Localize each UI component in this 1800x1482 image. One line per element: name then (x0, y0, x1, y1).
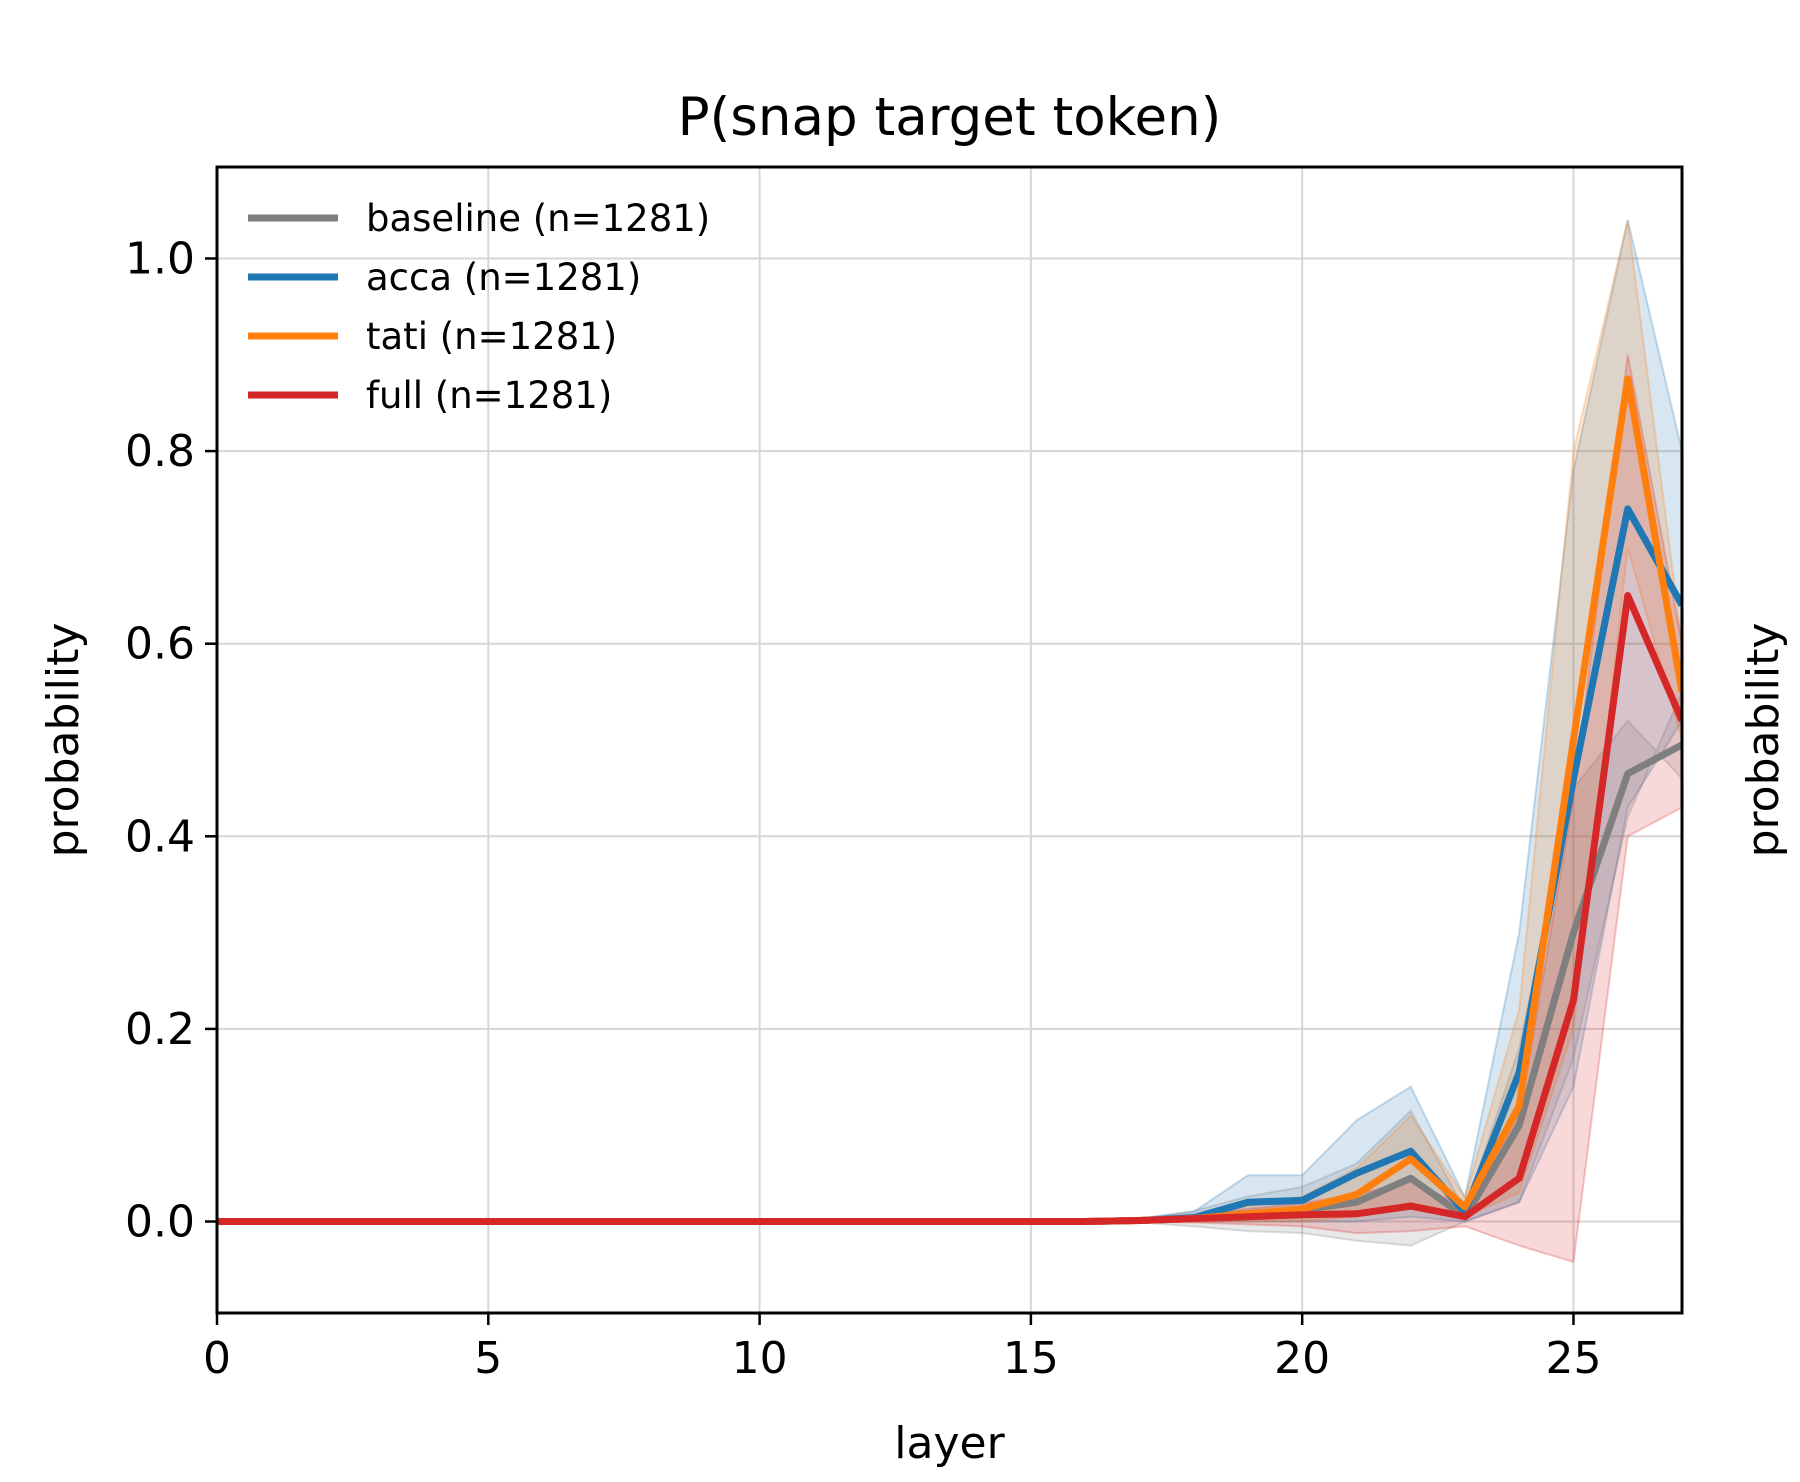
y-tick-label: 1.0 (125, 233, 195, 284)
series-line (217, 592, 1682, 1226)
x-tick-label: 20 (1274, 1333, 1330, 1384)
x-tick-label: 25 (1545, 1333, 1601, 1384)
legend-label: baseline (n=1281) (366, 197, 710, 240)
y-tick-label: 0.8 (125, 426, 195, 477)
x-tick-label: 0 (203, 1333, 231, 1384)
axis-ticks: 0 5 10 15 20 25 0.0 0.2 0.4 0.6 0.8 1.0 (125, 233, 1601, 1384)
y-tick-label: 0.6 (125, 619, 195, 670)
x-tick-label: 15 (1003, 1333, 1059, 1384)
plot-frame (215, 165, 1684, 1315)
y-tick-label: 0.2 (125, 1004, 195, 1055)
legend-label: full (n=1281) (366, 374, 612, 417)
second-panel-y-axis-title: probability (1738, 623, 1789, 858)
x-axis-title: layer (894, 1418, 1005, 1469)
series-lines (217, 375, 1682, 1226)
legend-label: tati (n=1281) (366, 315, 617, 358)
y-tick-label: 0.0 (125, 1197, 195, 1248)
x-tick-label: 5 (474, 1333, 502, 1384)
y-tick-label: 0.4 (125, 811, 195, 862)
y-axis-title: probability (38, 623, 89, 858)
x-tick-label: 10 (732, 1333, 788, 1384)
legend: baseline (n=1281) acca (n=1281) tati (n=12… (248, 197, 710, 417)
chart-title: P(snap target token) (678, 87, 1222, 148)
legend-label: acca (n=1281) (366, 256, 641, 299)
